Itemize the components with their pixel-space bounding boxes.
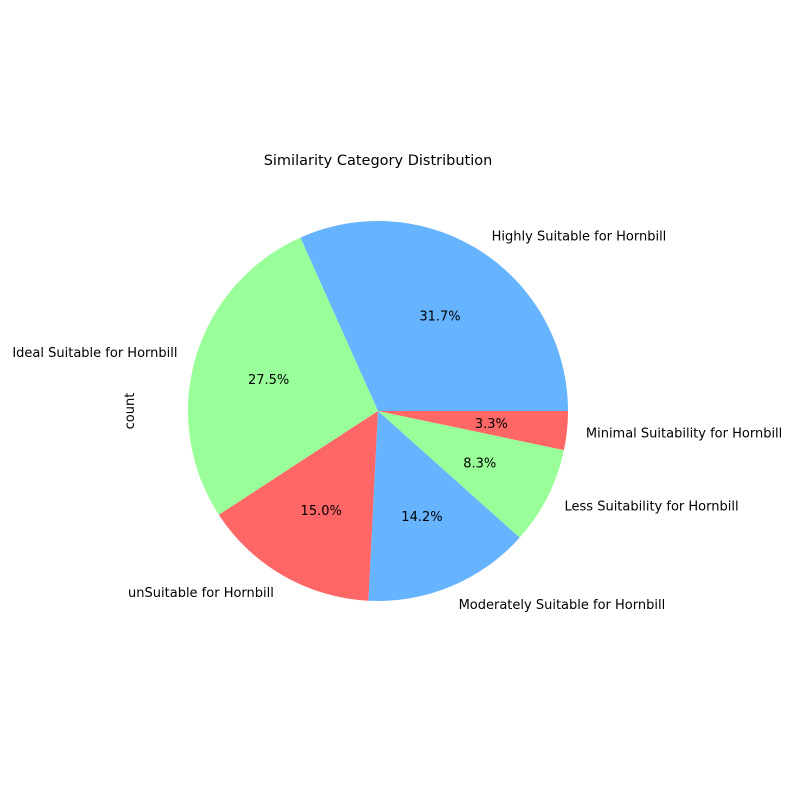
pie-percent-label-2: 15.0% — [301, 504, 342, 519]
chart-title: Similarity Category Distribution — [264, 153, 493, 169]
pie-slice-4 — [378, 411, 564, 538]
pie-percent-label-5: 3.3% — [475, 417, 508, 432]
pie-slice-0 — [300, 221, 568, 411]
pie-category-label-3: Moderately Suitable for Hornbill — [459, 598, 666, 613]
pie-category-label-1: Ideal Suitable for Hornbill — [12, 346, 177, 361]
pie-percent-label-4: 8.3% — [463, 456, 496, 471]
pie-category-label-0: Highly Suitable for Hornbill — [492, 230, 667, 245]
pie-category-label-4: Less Suitability for Hornbill — [565, 499, 739, 514]
pie-category-label-5: Minimal Suitability for Hornbill — [586, 427, 782, 442]
pie-slice-3 — [368, 411, 520, 602]
pie-category-label-2: unSuitable for Hornbill — [128, 586, 274, 601]
pie-slice-2 — [218, 411, 378, 601]
pie-slices — [187, 221, 568, 602]
pie-slice-5 — [378, 411, 568, 451]
pie-percent-label-1: 27.5% — [248, 373, 289, 388]
pie-percent-label-0: 31.7% — [419, 309, 460, 324]
y-axis-label: count — [123, 393, 138, 430]
pie-labels: 31.7% Highly Suitable for Hornbill 27.5% Id… — [12, 230, 782, 613]
pie-percent-label-3: 14.2% — [401, 510, 442, 525]
pie-slice-1 — [187, 237, 378, 515]
